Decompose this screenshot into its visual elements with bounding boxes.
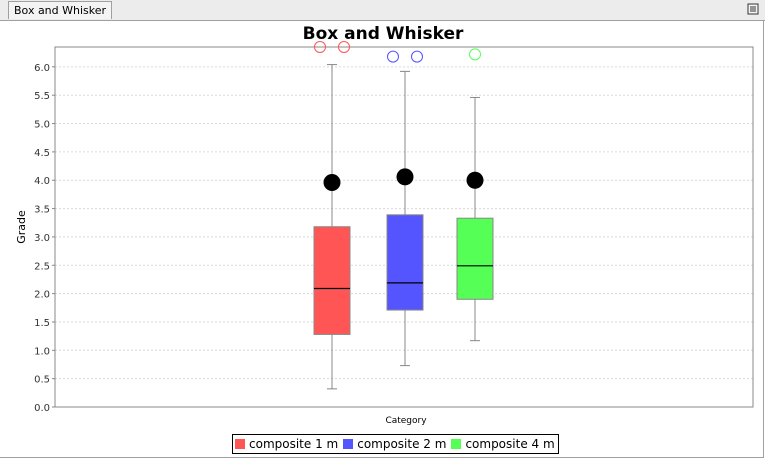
mean-marker (323, 173, 341, 191)
outlier-marker (387, 50, 399, 63)
plot-area (54, 46, 754, 408)
y-tick-label: 4.0 (34, 176, 50, 187)
y-tick-label: 5.5 (34, 91, 50, 102)
outlier-marker (314, 41, 326, 53)
mean-marker (466, 171, 484, 189)
box-2 (386, 50, 424, 367)
legend-swatch (235, 439, 245, 449)
legend-label: composite 4 m (465, 437, 555, 451)
y-tick-label: 5.0 (34, 120, 50, 131)
y-tick-label: 0.5 (34, 375, 50, 386)
chart-panel (0, 20, 764, 458)
y-tick-label: 1.5 (34, 318, 50, 329)
y-tick-label: 6.0 (34, 63, 50, 74)
iqr-box (456, 217, 494, 300)
legend-label: composite 2 m (357, 437, 447, 451)
mean-marker (396, 168, 414, 186)
outlier-marker (469, 48, 481, 61)
x-axis-label: Category (385, 416, 427, 426)
y-tick-label: 2.5 (34, 261, 50, 272)
legend-label: composite 1 m (249, 437, 339, 451)
y-tick-label: 3.5 (34, 205, 50, 216)
y-axis: 0.0 0.5 1.0 1.5 2.0 2.5 3.0 3.5 4.0 4.5 5.0 5.5 6.0 (34, 63, 55, 414)
y-axis-label: Grade (15, 210, 28, 244)
chart-title: Box and Whisker (303, 24, 464, 44)
list-menu-icon[interactable] (747, 3, 759, 15)
legend-item: composite 4 m (451, 437, 555, 451)
legend-swatch (451, 439, 462, 449)
box-series (313, 41, 494, 390)
y-tick-label: 1.0 (34, 346, 50, 357)
y-tick-label: 2.0 (34, 290, 50, 301)
tab-box-and-whisker[interactable]: Box and Whisker (8, 1, 113, 19)
legend-swatch (343, 439, 354, 449)
box-1 (313, 41, 351, 390)
iqr-box (313, 226, 351, 335)
outlier-marker (338, 41, 350, 53)
tab-bar: Box and Whisker (0, 0, 765, 21)
box-3 (456, 48, 494, 342)
y-tick-label: 3.0 (34, 233, 50, 244)
box-whisker-chart: Box and Whisker 0.0 0.5 1.0 1.5 2.0 2.5 3.0 3.5… (15, 24, 754, 426)
legend-item: composite 2 m (343, 437, 446, 451)
y-tick-label: 4.5 (34, 148, 50, 159)
legend-item: composite 1 m (235, 437, 338, 451)
y-tick-label: 0.0 (34, 403, 50, 414)
iqr-box (386, 214, 424, 311)
chart-legend: composite 1 m composite 2 m composite 4 m (232, 434, 559, 454)
outlier-marker (411, 50, 423, 63)
